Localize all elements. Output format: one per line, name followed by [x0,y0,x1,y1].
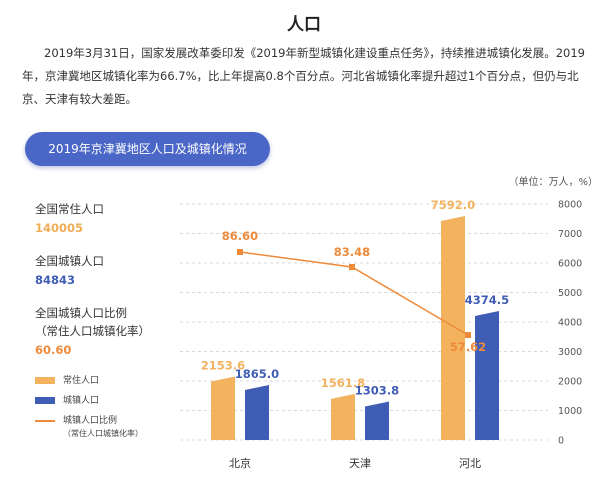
stat-value: 60.60 [35,343,72,357]
line-point [349,264,355,270]
data-label-urban: 1303.8 [355,384,399,398]
legend-label-secondary: （常住人口城镇化率） [63,429,143,438]
data-label-resident: 2153.6 [201,358,245,372]
stat-label: 全国城镇人口比例 [35,306,127,320]
y-tick-label: 3000 [558,347,582,358]
line-data-label: 86.60 [222,229,258,243]
bar-resident [441,216,465,440]
line-point [465,332,471,338]
data-label-resident: 7592.0 [431,198,475,212]
bar-urban [475,310,499,440]
stat-national-urban-population: 全国城镇人口 84843 [35,252,104,290]
intro-text: 2019年3月31日，国家发展改革委印发《2019年新型城镇化建设重点任务》，持… [22,46,585,106]
y-tick-label: 0 [558,436,564,447]
y-tick-label: 4000 [558,318,582,329]
unit-note: （单位：万人，%） [508,177,598,188]
y-tick-label: 8000 [558,200,582,211]
legend-item-urban: 城镇人口 [35,393,99,406]
bar-urban [365,401,389,440]
stat-label-secondary: （常住人口城镇化率） [35,324,150,338]
stat-label: 全国常住人口 [35,202,104,216]
stat-national-population: 全国常住人口 140005 [35,200,104,238]
legend-item-rate: 城镇人口比例 （常住人口城镇化率） [35,413,143,439]
line-data-label: 83.48 [334,245,370,259]
stat-national-urbanization-rate: 全国城镇人口比例 （常住人口城镇化率） 60.60 [35,304,150,360]
y-tick-label: 7000 [558,229,582,240]
y-tick-label: 5000 [558,288,582,299]
legend-swatch [35,377,55,384]
chart-title-pill: 2019年京津冀地区人口及城镇化情况 [25,132,270,166]
line-point [237,249,243,255]
bar-resident [211,376,235,440]
line-data-label: 57.62 [450,340,486,354]
intro-paragraph: 2019年3月31日，国家发展改革委印发《2019年新型城镇化建设重点任务》，持… [22,42,592,111]
stat-value: 140005 [35,221,84,235]
bar-resident [331,393,355,440]
x-tick-label: 河北 [459,457,481,470]
page-title: 人口 [287,15,321,35]
data-label-urban: 4374.5 [465,293,509,307]
legend-line [35,419,55,422]
stat-label: 全国城镇人口 [35,254,104,268]
stat-value: 84843 [35,273,76,287]
data-label-urban: 1865.0 [235,367,279,381]
legend-swatch [35,397,55,404]
data-label-resident: 1561.8 [321,376,365,390]
y-tick-label: 1000 [558,406,582,417]
bar-urban [245,384,269,440]
x-tick-label: 天津 [349,457,371,470]
y-tick-label: 2000 [558,377,582,388]
y-tick-label: 6000 [558,259,582,270]
legend-label: 城镇人口 [63,396,100,406]
legend-label: 常住人口 [63,376,100,386]
legend-item-resident: 常住人口 [35,373,99,386]
x-tick-label: 北京 [229,456,251,470]
legend-label: 城镇人口比例 [63,416,118,426]
